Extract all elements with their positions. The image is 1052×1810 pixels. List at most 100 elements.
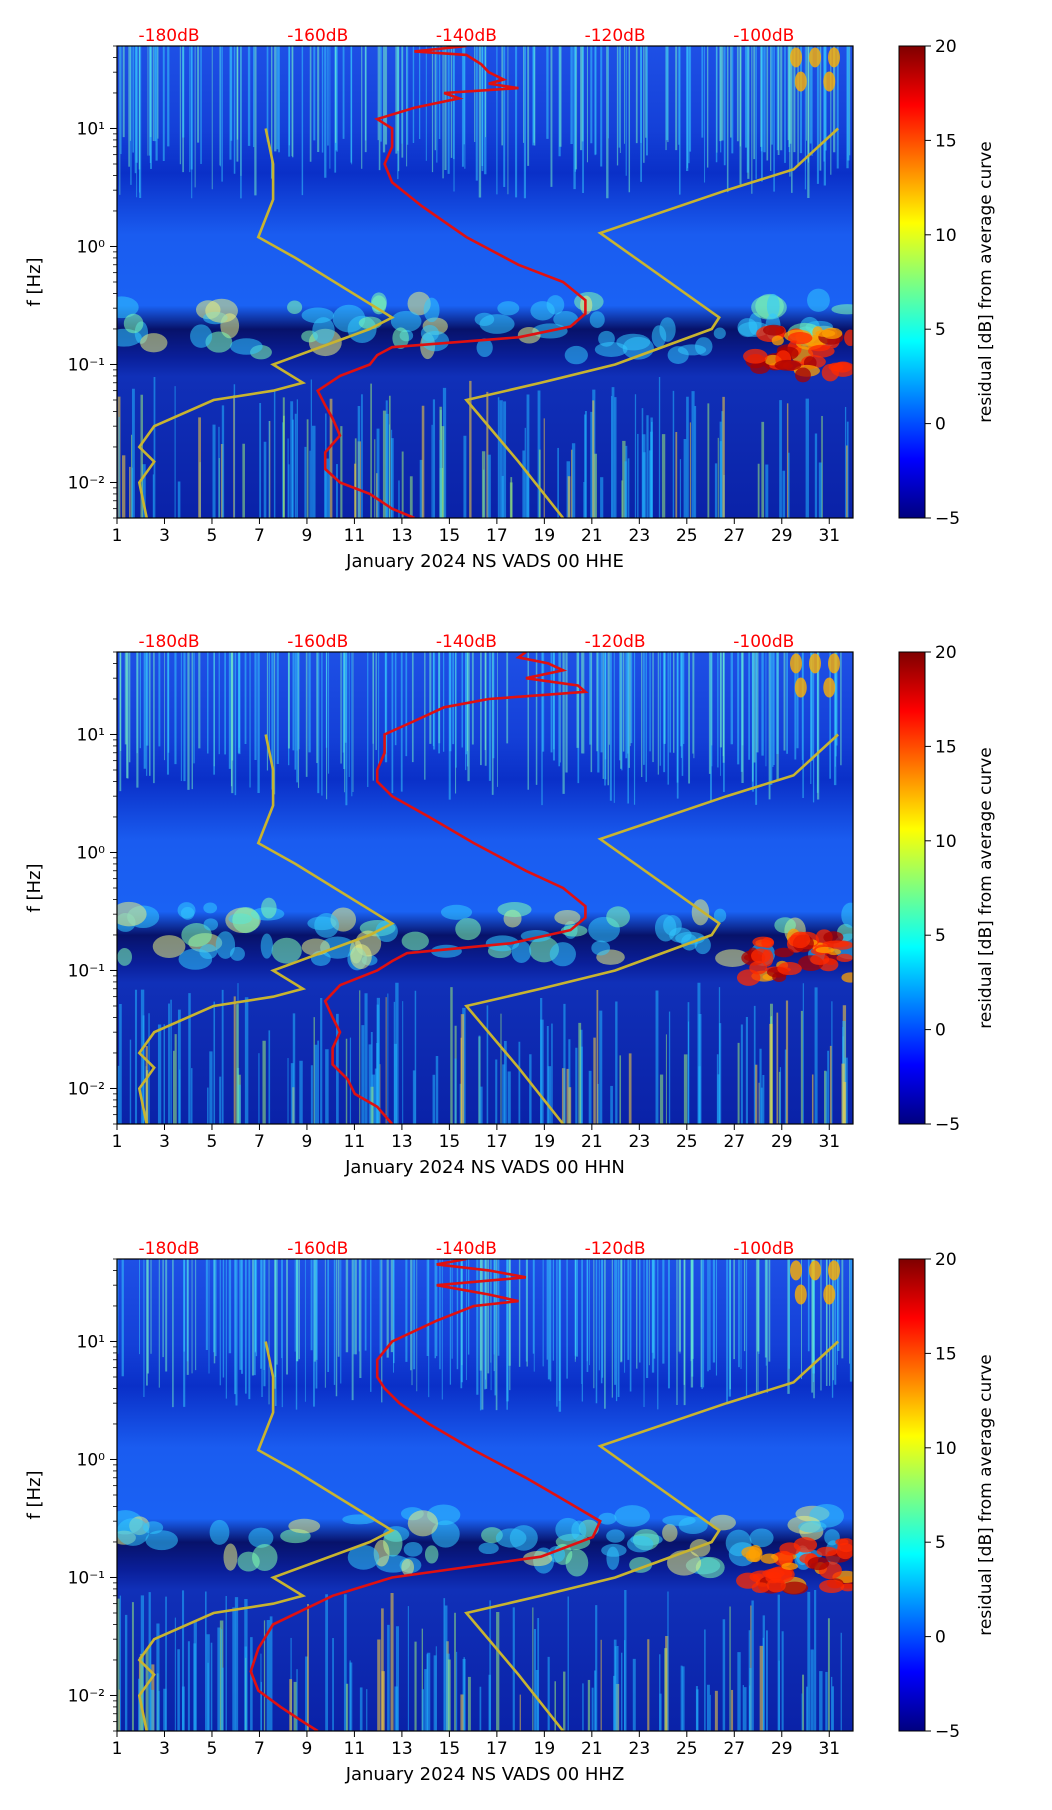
x-tick-label: 27 — [723, 1739, 745, 1759]
x-tick-label: 5 — [207, 1739, 218, 1759]
x-tick-label: 3 — [159, 1132, 170, 1152]
x-tick-label: 31 — [818, 526, 840, 546]
y-tick-label: 10⁰ — [77, 237, 106, 257]
low-noise-model-line — [137, 1341, 395, 1731]
colorbar-tick-label: 0 — [935, 1628, 946, 1648]
x-tick-label: 21 — [581, 526, 603, 546]
colorbar-tick-label: 10 — [935, 1439, 957, 1459]
colorbar-label: residual [dB] from average curve — [976, 747, 996, 1028]
top-db-tick-label: -160dB — [287, 1239, 348, 1259]
top-db-tick-label: -140dB — [436, 632, 497, 652]
y-tick-label: 10⁻¹ — [68, 961, 105, 981]
top-db-tick-label: -180dB — [139, 632, 200, 652]
colorbar-tick-label: −5 — [935, 509, 960, 529]
top-db-tick-label: -100dB — [733, 1239, 794, 1259]
x-tick-label: 23 — [629, 526, 651, 546]
colorbar-tick-label: 20 — [935, 1250, 957, 1270]
top-db-tick-label: -180dB — [139, 1239, 200, 1259]
spectrogram-image — [117, 46, 853, 518]
colorbar-gradient — [898, 651, 926, 1125]
colorbar-tick-label: −5 — [935, 1115, 960, 1135]
y-tick-label: 10⁻¹ — [68, 1568, 105, 1588]
x-tick-label: 3 — [159, 1739, 170, 1759]
x-tick-label: 7 — [254, 1739, 265, 1759]
psd-curve-line — [316, 46, 587, 518]
colorbar-tick-label: 0 — [935, 415, 946, 435]
colorbar: 20 15 10 5 0 −5 residual [dB] from average cur… — [898, 37, 996, 529]
top-db-tick-label: -120dB — [585, 26, 646, 46]
x-tick-label: 7 — [254, 1132, 265, 1152]
x-tick-label: 23 — [629, 1132, 651, 1152]
high-noise-model-line — [464, 733, 839, 1124]
x-tick-label: 9 — [302, 526, 313, 546]
colorbar-tick-label: 15 — [935, 1344, 957, 1364]
x-tick-label: 23 — [629, 1739, 651, 1759]
x-tick-label: 19 — [534, 526, 556, 546]
colorbar-tick-label: 5 — [935, 926, 946, 946]
colorbar: 20 15 10 5 0 −5 residual [dB] from average cur… — [898, 643, 996, 1135]
psd-curve-line — [323, 652, 589, 1124]
colorbar-tick-label: 5 — [935, 1533, 946, 1553]
colorbar-gradient — [898, 45, 926, 519]
y-tick-label: 10⁰ — [77, 1450, 106, 1470]
colorbar-tick-label: 15 — [935, 131, 957, 151]
x-tick-label: 15 — [439, 1132, 461, 1152]
x-tick-label: 25 — [676, 526, 698, 546]
x-tick-label: 19 — [534, 1132, 556, 1152]
chart-panel-hhz: 1 3 5 7 9 11 13 15 17 19 21 23 25 27 29 31-180dB -160dB -… — [24, 1239, 996, 1785]
x-tick-label: 13 — [391, 1739, 413, 1759]
top-db-tick-label: -140dB — [436, 1239, 497, 1259]
x-tick-label: 3 — [159, 526, 170, 546]
y-tick-label: 10⁻² — [68, 1686, 105, 1706]
x-tick-label: 21 — [581, 1132, 603, 1152]
x-tick-label: 1 — [112, 1132, 123, 1152]
x-tick-label: 9 — [302, 1132, 313, 1152]
y-tick-label: 10¹ — [77, 119, 105, 139]
spectrogram-image — [117, 1259, 853, 1731]
top-db-tick-label: -160dB — [287, 26, 348, 46]
x-tick-label: 13 — [391, 526, 413, 546]
top-db-tick-label: -160dB — [287, 632, 348, 652]
top-db-tick-label: -180dB — [139, 26, 200, 46]
y-tick-label: 10¹ — [77, 1332, 105, 1352]
high-noise-model-line — [464, 1340, 839, 1731]
x-tick-label: 17 — [486, 526, 508, 546]
x-tick-label: 29 — [771, 1132, 793, 1152]
x-tick-label: 25 — [676, 1132, 698, 1152]
psd-curve-line — [249, 1259, 602, 1731]
x-tick-label: 13 — [391, 1132, 413, 1152]
colorbar-label: residual [dB] from average curve — [976, 141, 996, 422]
x-axis-label: January 2024 NS VADS 00 HHE — [345, 551, 624, 572]
colorbar-tick-label: 10 — [935, 832, 957, 852]
x-tick-label: 11 — [344, 1739, 366, 1759]
x-tick-label: 21 — [581, 1739, 603, 1759]
y-tick-label: 10⁻² — [68, 1079, 105, 1099]
y-tick-label: 10⁻² — [68, 473, 105, 493]
x-tick-label: 7 — [254, 526, 265, 546]
x-tick-label: 29 — [771, 1739, 793, 1759]
x-tick-label: 31 — [818, 1132, 840, 1152]
y-tick-label: 10⁰ — [77, 843, 106, 863]
y-tick-label: 10¹ — [77, 725, 105, 745]
x-tick-label: 17 — [486, 1132, 508, 1152]
x-tick-label: 27 — [723, 1132, 745, 1152]
colorbar-label: residual [dB] from average curve — [976, 1354, 996, 1635]
x-tick-label: 15 — [439, 526, 461, 546]
colorbar-tick-label: −5 — [935, 1722, 960, 1742]
x-tick-label: 1 — [112, 1739, 123, 1759]
chart-panel-hhe: 1 3 5 7 9 11 13 15 17 19 21 23 25 27 29 31-180dB -160dB -… — [24, 26, 996, 572]
x-tick-label: 29 — [771, 526, 793, 546]
top-db-tick-label: -120dB — [585, 1239, 646, 1259]
low-noise-model-line — [137, 128, 395, 518]
spectrogram-image — [117, 652, 853, 1124]
high-noise-model-line — [464, 127, 839, 518]
x-tick-label: 11 — [344, 526, 366, 546]
top-db-tick-label: -140dB — [436, 26, 497, 46]
x-tick-label: 9 — [302, 1739, 313, 1759]
y-axis-label: f [Hz] — [24, 257, 45, 306]
chart-panel-hhn: 1 3 5 7 9 11 13 15 17 19 21 23 25 27 29 31-180dB -160dB -… — [24, 632, 996, 1178]
colorbar: 20 15 10 5 0 −5 residual [dB] from average cur… — [898, 1250, 996, 1742]
y-tick-label: 10⁻¹ — [68, 355, 105, 375]
